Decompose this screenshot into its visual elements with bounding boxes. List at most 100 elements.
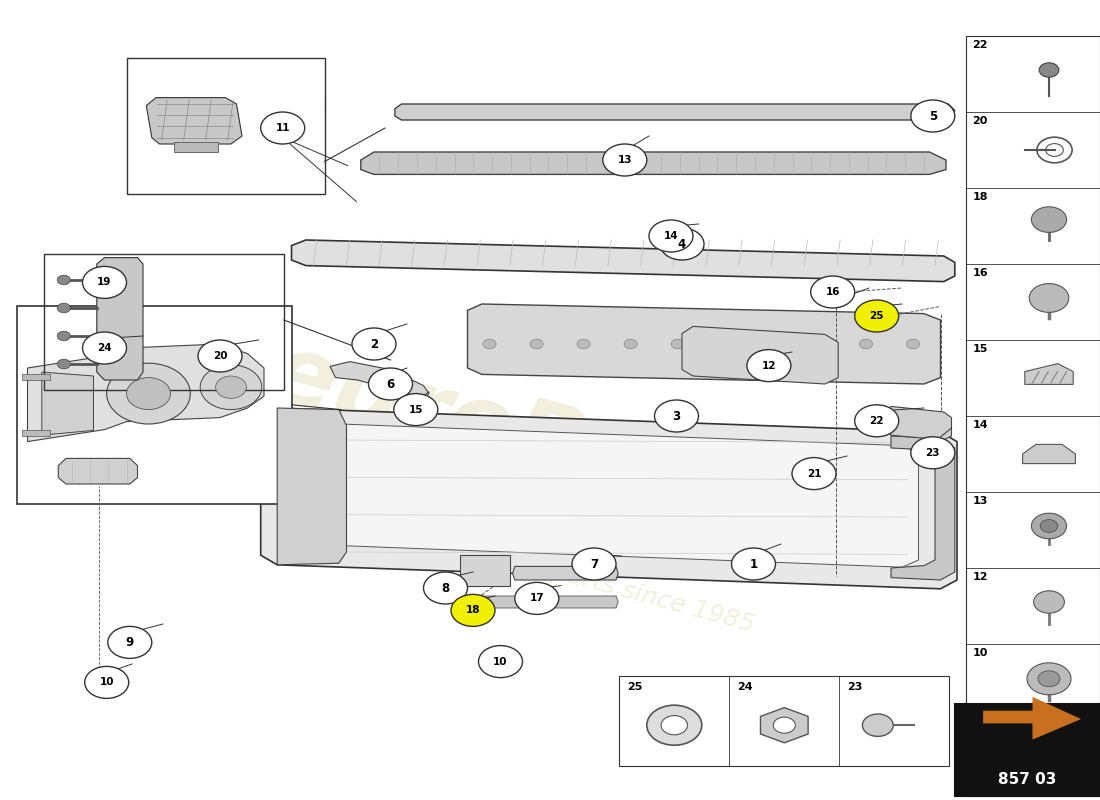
Circle shape (603, 144, 647, 176)
Polygon shape (475, 596, 618, 608)
Text: 8: 8 (441, 582, 450, 594)
Bar (966, 36, 1100, 796)
Circle shape (862, 714, 893, 736)
Polygon shape (891, 436, 955, 580)
Circle shape (107, 363, 190, 424)
Circle shape (1030, 283, 1069, 313)
Text: 857 03: 857 03 (998, 772, 1057, 787)
Polygon shape (261, 408, 957, 589)
Text: 25: 25 (869, 311, 884, 321)
Circle shape (368, 368, 412, 400)
Circle shape (572, 548, 616, 580)
Circle shape (792, 458, 836, 490)
Bar (22, 430, 50, 436)
Text: 13: 13 (972, 496, 988, 506)
Text: 20: 20 (212, 351, 228, 361)
Circle shape (624, 339, 637, 349)
Polygon shape (58, 458, 138, 484)
Text: 10: 10 (493, 657, 508, 666)
Polygon shape (1023, 445, 1076, 464)
Polygon shape (983, 698, 1080, 739)
Text: 11: 11 (275, 123, 290, 133)
Bar (460, 555, 510, 586)
Circle shape (855, 405, 899, 437)
Circle shape (57, 303, 70, 313)
Circle shape (478, 646, 522, 678)
Circle shape (773, 717, 795, 733)
Polygon shape (682, 326, 838, 384)
Text: 15: 15 (408, 405, 424, 414)
Circle shape (57, 331, 70, 341)
Circle shape (1038, 750, 1060, 766)
Circle shape (200, 365, 262, 410)
Text: euroParts: euroParts (258, 326, 798, 554)
Circle shape (718, 339, 732, 349)
Circle shape (1032, 207, 1067, 233)
Circle shape (1027, 662, 1071, 694)
Circle shape (812, 339, 825, 349)
Text: 12: 12 (761, 361, 777, 370)
Text: 5: 5 (928, 110, 937, 122)
Bar (22, 374, 50, 380)
Circle shape (198, 340, 242, 372)
Polygon shape (42, 372, 94, 435)
Circle shape (261, 112, 305, 144)
Bar (16, 306, 292, 504)
Circle shape (108, 626, 152, 658)
Circle shape (732, 548, 775, 580)
Bar (955, 704, 1100, 796)
Circle shape (649, 220, 693, 252)
Bar (174, 142, 218, 152)
Text: 16: 16 (825, 287, 840, 297)
Text: 19: 19 (97, 278, 112, 287)
Text: 16: 16 (972, 268, 988, 278)
Polygon shape (1028, 741, 1070, 776)
Polygon shape (324, 424, 918, 567)
Circle shape (530, 339, 543, 349)
Circle shape (747, 350, 791, 382)
Circle shape (911, 100, 955, 132)
Text: 7: 7 (590, 558, 598, 570)
Polygon shape (361, 152, 946, 174)
Circle shape (394, 394, 438, 426)
Circle shape (1041, 520, 1058, 533)
Circle shape (126, 378, 170, 410)
Circle shape (57, 359, 70, 369)
Text: 6: 6 (386, 378, 395, 390)
Circle shape (1032, 514, 1067, 539)
Text: a passion for parts since 1985: a passion for parts since 1985 (386, 515, 758, 637)
Circle shape (766, 339, 779, 349)
Polygon shape (760, 708, 808, 742)
Circle shape (859, 339, 872, 349)
Circle shape (216, 376, 246, 398)
Polygon shape (28, 344, 264, 442)
Circle shape (654, 400, 698, 432)
Bar (126, 58, 324, 194)
Circle shape (1034, 591, 1065, 614)
Circle shape (451, 594, 495, 626)
Polygon shape (395, 104, 955, 120)
Circle shape (671, 339, 684, 349)
Text: 23: 23 (925, 448, 940, 458)
Circle shape (811, 276, 855, 308)
Circle shape (855, 300, 899, 332)
Bar (44, 254, 284, 390)
Text: 12: 12 (972, 572, 988, 582)
Text: 8: 8 (972, 724, 980, 734)
Circle shape (906, 339, 920, 349)
Text: 10: 10 (99, 678, 114, 687)
Text: 15: 15 (972, 344, 988, 354)
Text: 22: 22 (972, 40, 988, 50)
Polygon shape (884, 406, 952, 440)
Text: 18: 18 (465, 606, 481, 615)
Text: 24: 24 (737, 682, 752, 692)
Text: 24: 24 (97, 343, 112, 353)
Circle shape (57, 275, 70, 285)
Circle shape (578, 339, 591, 349)
Text: 14: 14 (663, 231, 679, 241)
Circle shape (1038, 670, 1060, 686)
Circle shape (647, 706, 702, 746)
Text: 13: 13 (617, 155, 632, 165)
Polygon shape (146, 98, 242, 144)
Polygon shape (277, 408, 346, 565)
